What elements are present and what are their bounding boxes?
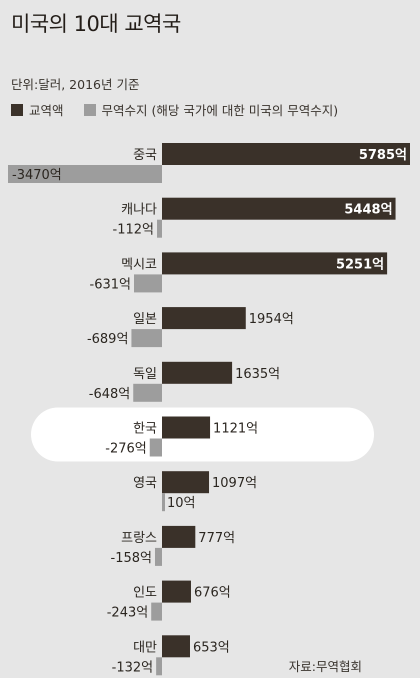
- trade-value-label: 777억: [198, 531, 235, 546]
- category-label: 멕시코: [121, 257, 157, 272]
- legend: 교역액 무역수지 (해당 국가에 대한 미국의 무역수지): [11, 100, 338, 119]
- trade-value-label: 5251억: [336, 257, 384, 272]
- category-label: 인도: [133, 586, 157, 601]
- category-label: 영국: [133, 476, 157, 491]
- page-title: 미국의 10대 교역국: [11, 12, 181, 36]
- balance-bar: [154, 547, 162, 566]
- trade-value-label: 1097억: [212, 476, 257, 491]
- trade-bar: [162, 471, 210, 494]
- balance-value-label: -132억: [112, 660, 153, 675]
- balance-value-label: -631억: [90, 277, 131, 292]
- legend-label-trade: 교역액: [29, 103, 64, 118]
- category-label: 프랑스: [121, 531, 157, 546]
- balance-bar: [131, 329, 162, 348]
- balance-bar: [133, 274, 162, 293]
- balance-bar: [162, 493, 165, 512]
- category-label: 중국: [133, 148, 157, 163]
- trade-value-label: 1635억: [235, 367, 280, 382]
- balance-value-label: -243억: [107, 606, 148, 621]
- trade-value-label: 5785억: [359, 148, 407, 163]
- trade-value-label: 5448억: [344, 203, 392, 218]
- balance-bar: [133, 383, 162, 402]
- trade-value-label: 1954억: [249, 312, 294, 327]
- trade-bar: [162, 307, 246, 330]
- category-label: 대만: [133, 640, 157, 655]
- balance-value-label: -158억: [111, 551, 152, 566]
- trade-bar: [162, 252, 388, 275]
- category-label: 한국: [133, 422, 157, 437]
- legend-label-balance: 무역수지 (해당 국가에 대한 미국의 무역수지): [101, 103, 339, 118]
- category-label: 독일: [133, 367, 157, 382]
- balance-value-label: -112억: [113, 223, 154, 238]
- balance-value-label: 10억: [167, 496, 196, 511]
- trade-bar: [162, 416, 211, 439]
- trade-value-label: 1121억: [213, 422, 258, 437]
- trade-bar: [162, 143, 410, 165]
- category-label: 일본: [133, 312, 157, 327]
- trade-bar: [162, 580, 191, 603]
- trade-value-label: 653억: [193, 640, 230, 655]
- balance-bar: [157, 219, 162, 238]
- trade-bar: [162, 361, 233, 384]
- legend-swatch-balance: [83, 103, 96, 116]
- trade-value-label: 676억: [194, 586, 231, 601]
- balance-bar: [149, 438, 162, 457]
- source-note: 자료:무역협회: [288, 659, 362, 674]
- trade-bar: [162, 525, 196, 548]
- balance-bar: [156, 657, 162, 676]
- unit-note: 단위:달러, 2016년 기준: [11, 77, 140, 92]
- balance-value-label: -276억: [105, 442, 146, 457]
- legend-swatch-trade: [11, 103, 23, 116]
- balance-value-label: -648억: [89, 387, 130, 402]
- trade-bar: [162, 635, 190, 658]
- balance-bar: [151, 602, 162, 621]
- trade-bar: [162, 197, 396, 220]
- balance-bar: [8, 165, 162, 183]
- balance-value-label: -689억: [87, 332, 128, 347]
- category-label: 캐나다: [121, 203, 157, 218]
- balance-value-label: -3470억: [12, 168, 62, 183]
